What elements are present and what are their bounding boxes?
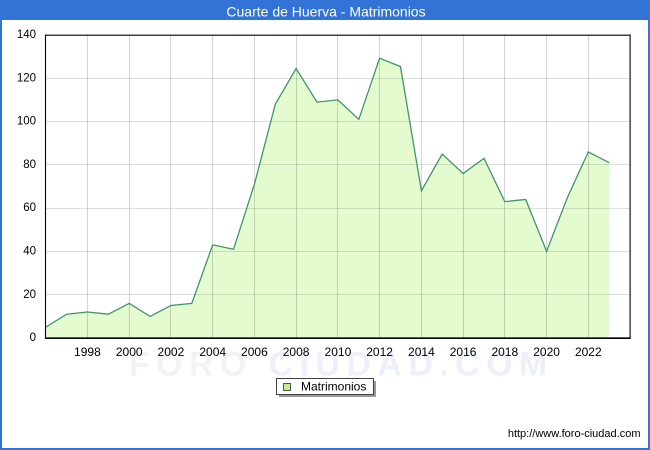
svg-text:2006: 2006 — [241, 345, 268, 359]
svg-text:2000: 2000 — [116, 345, 143, 359]
svg-text:40: 40 — [23, 246, 36, 258]
svg-text:2016: 2016 — [450, 345, 477, 359]
svg-text:100: 100 — [17, 116, 36, 128]
svg-text:20: 20 — [23, 289, 36, 301]
svg-text:140: 140 — [17, 29, 36, 41]
svg-text:0: 0 — [30, 332, 36, 344]
svg-text:2004: 2004 — [199, 345, 226, 359]
svg-text:60: 60 — [23, 202, 36, 214]
svg-text:Matrimonios: Matrimonios — [301, 379, 366, 393]
svg-text:2022: 2022 — [575, 345, 602, 359]
svg-text:2010: 2010 — [325, 345, 352, 359]
svg-text:Cuarte de Huerva - Matrimonios: Cuarte de Huerva - Matrimonios — [226, 3, 425, 19]
svg-text:120: 120 — [17, 72, 36, 84]
svg-text:FORO CIUDAD.COM: FORO CIUDAD.COM — [129, 346, 554, 384]
svg-text:2018: 2018 — [491, 345, 518, 359]
svg-text:2012: 2012 — [366, 345, 393, 359]
svg-text:2002: 2002 — [158, 345, 185, 359]
svg-text:2014: 2014 — [408, 345, 435, 359]
svg-text:80: 80 — [23, 159, 36, 171]
svg-text:http://www.foro-ciudad.com: http://www.foro-ciudad.com — [508, 428, 641, 440]
svg-text:2020: 2020 — [533, 345, 560, 359]
svg-text:1998: 1998 — [74, 345, 101, 359]
svg-text:2008: 2008 — [283, 345, 310, 359]
